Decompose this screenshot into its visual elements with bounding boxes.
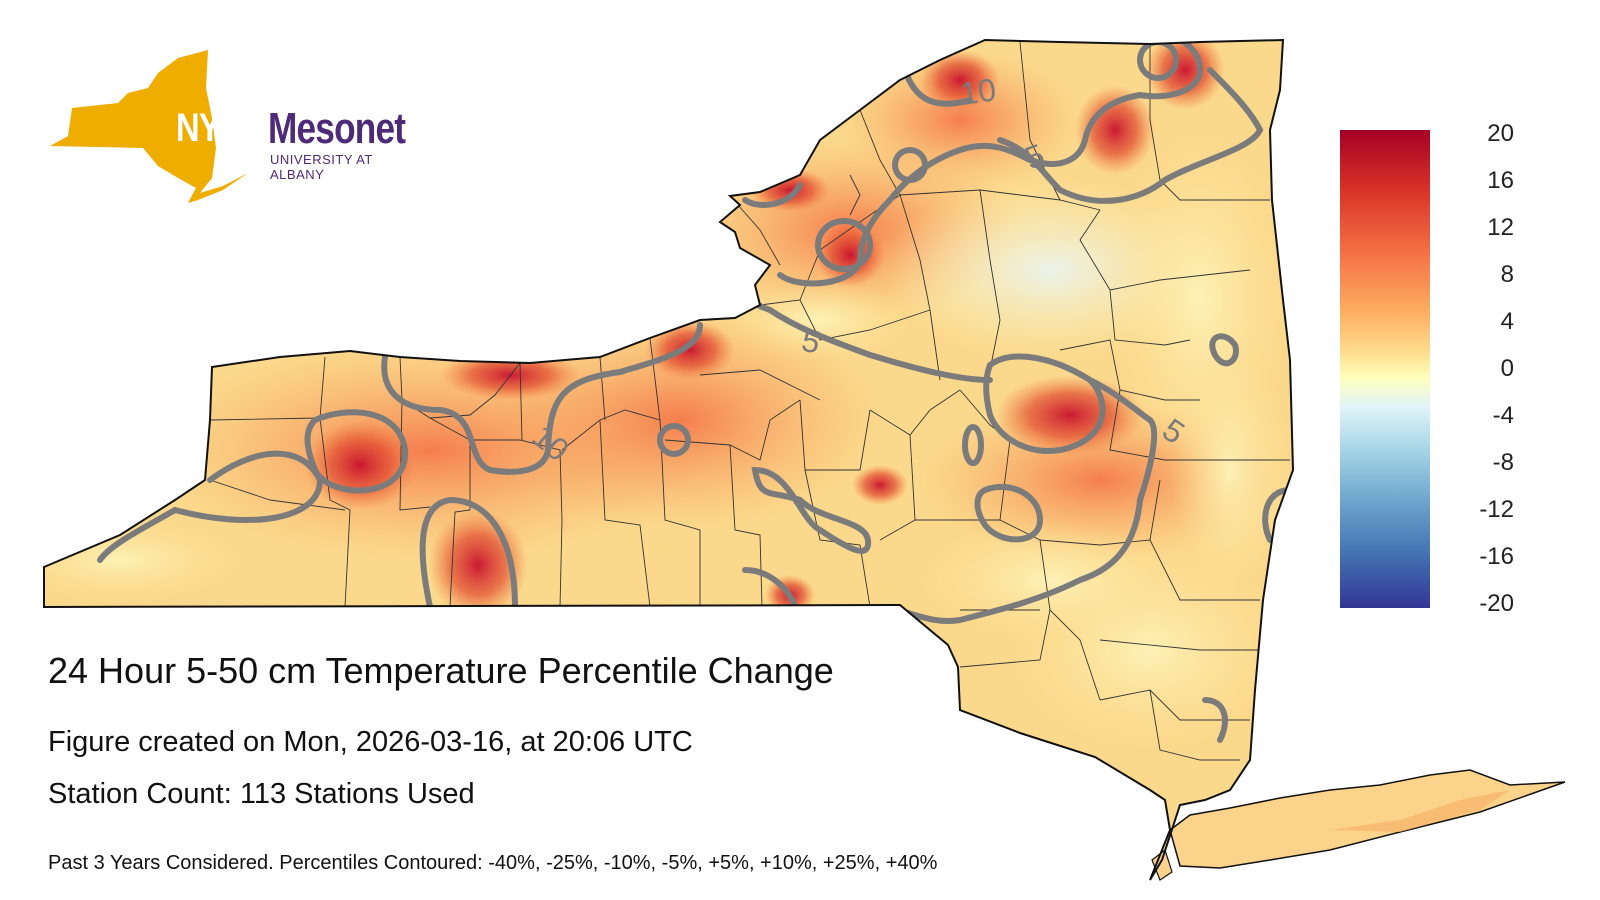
contour-label: 10 [958,71,998,112]
logo-university-text: UNIVERSITY AT ALBANY [270,152,373,182]
legend-color-bar [1340,130,1430,608]
legend-tick: -16 [1479,543,1514,570]
nys-mesonet-logo: NYS Mesonet UNIVERSITY AT ALBANY [48,48,406,208]
station-count: Station Count: 113 Stations Used [48,778,475,810]
legend-tick: -12 [1479,496,1514,523]
long-island [1169,769,1566,869]
contour-lines [97,40,1293,856]
legend-tick: 16 [1487,167,1514,194]
legend-tick: 8 [1500,261,1514,288]
figure-created-date: Figure created on Mon, 2026-03-16, at 20… [48,726,693,758]
legend-tick: 20 [1487,120,1514,147]
logo-mesonet-text: Mesonet [268,104,406,153]
figure-title: 24 Hour 5-50 cm Temperature Percentile C… [48,650,834,691]
logo-nys-text: NYS [176,106,242,150]
legend-tick: -8 [1492,449,1514,476]
long-island-warm-area [1330,790,1510,832]
figure-footnote: Past 3 Years Considered. Percentiles Con… [48,852,938,874]
legend-tick: -20 [1479,590,1514,617]
nys-state-shape-icon [50,50,248,203]
legend-tick: 0 [1500,355,1514,382]
county-boundaries [209,41,1290,761]
legend-tick: -4 [1492,402,1514,429]
legend-tick: 12 [1487,214,1514,241]
legend-tick: 4 [1500,308,1514,335]
